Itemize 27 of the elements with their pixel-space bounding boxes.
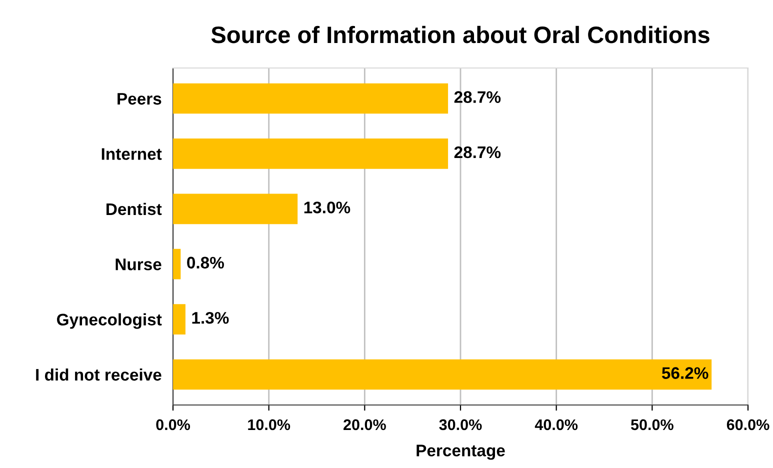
- bar: [173, 304, 186, 334]
- y-tick-label: Gynecologist: [57, 313, 162, 329]
- chart-title: Source of Information about Oral Conditions: [211, 26, 710, 44]
- x-tick-label: 20.0%: [344, 419, 386, 430]
- data-label: 56.2%: [662, 367, 708, 379]
- x-tick-label: 50.0%: [630, 419, 674, 430]
- y-tick-label: Dentist: [106, 202, 162, 216]
- data-label: 28.7%: [454, 146, 501, 158]
- bar: [173, 248, 181, 280]
- bar: [173, 359, 712, 390]
- y-tick-label: I did not receive: [36, 368, 162, 381]
- bar: [173, 138, 448, 169]
- x-axis-title: Percentage: [416, 444, 505, 460]
- y-tick-label: Internet: [102, 148, 162, 160]
- bar: [173, 83, 448, 114]
- bar: [173, 194, 298, 224]
- data-label: 0.8%: [187, 256, 224, 269]
- data-label: 1.3%: [192, 312, 229, 324]
- data-label: 28.7%: [454, 91, 501, 103]
- data-label: 13.0%: [304, 202, 350, 214]
- x-tick-label: 0.0%: [156, 419, 190, 430]
- y-tick-label: Nurse: [116, 258, 162, 270]
- x-tick-label: 60.0%: [726, 419, 770, 430]
- y-tick-label: Peers: [118, 93, 162, 105]
- x-tick-label: 30.0%: [439, 419, 482, 430]
- x-tick-label: 10.0%: [248, 419, 290, 430]
- x-tick-label: 40.0%: [534, 419, 578, 430]
